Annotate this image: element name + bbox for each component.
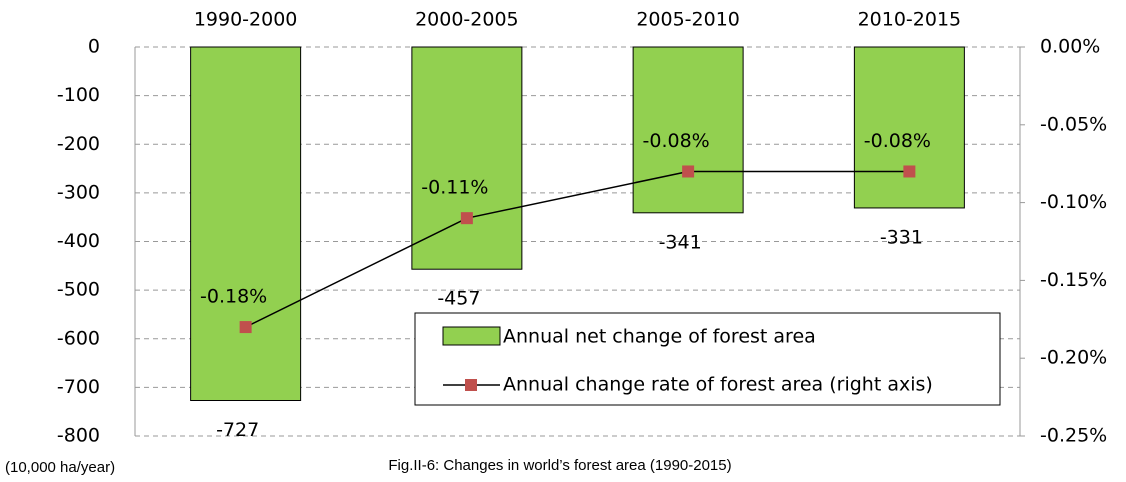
y-tick-label: -500	[57, 279, 100, 301]
rate-marker	[682, 165, 695, 178]
bar-value-label: -341	[659, 231, 702, 253]
y-tick-label: 0	[88, 36, 100, 58]
y2-tick-label: -0.10%	[1040, 191, 1107, 213]
bar-value-label: -331	[880, 226, 923, 248]
y2-tick-label: -0.25%	[1040, 425, 1107, 447]
y-tick-label: -400	[57, 230, 100, 252]
legend-swatch	[442, 326, 501, 346]
bar-value-label: -727	[216, 419, 259, 441]
rate-value-label: -0.18%	[200, 286, 267, 308]
x-tick-label: 2000-2005	[415, 9, 519, 31]
rate-value-label: -0.11%	[421, 177, 488, 199]
y-tick-label: -800	[57, 425, 100, 447]
y-tick-label: -200	[57, 133, 100, 155]
bar	[411, 46, 523, 270]
bar	[190, 46, 302, 402]
x-tick-label: 1990-2000	[194, 9, 298, 31]
rate-marker	[903, 165, 916, 178]
bar	[853, 46, 965, 209]
legend-label: Annual net change of forest area	[503, 326, 816, 348]
rate-value-label: -0.08%	[864, 130, 931, 152]
chart-title: Fig.II-6: Changes in world’s forest area…	[388, 457, 731, 474]
rate-marker	[239, 321, 252, 334]
legend-marker	[465, 379, 477, 391]
x-tick-label: 2010-2015	[858, 9, 962, 31]
y-tick-label: -600	[57, 327, 100, 349]
y-tick-label: -700	[57, 376, 100, 398]
rate-line	[245, 170, 910, 328]
bar-value-label: -457	[437, 288, 480, 310]
y2-tick-label: -0.20%	[1040, 347, 1107, 369]
y-tick-label: -100	[57, 84, 100, 106]
rate-value-label: -0.08%	[643, 130, 710, 152]
rate-marker	[460, 212, 473, 225]
y2-tick-label: -0.15%	[1040, 269, 1107, 291]
y2-tick-label: -0.05%	[1040, 113, 1107, 135]
y2-tick-label: 0.00%	[1040, 36, 1100, 58]
legend-box	[414, 312, 1001, 406]
legend-label: Annual change rate of forest area (right…	[503, 374, 933, 396]
bar	[632, 46, 744, 214]
y-axis-label: (10,000 ha/year)	[5, 459, 115, 476]
y-tick-label: -300	[57, 181, 100, 203]
x-tick-label: 2005-2010	[636, 9, 740, 31]
